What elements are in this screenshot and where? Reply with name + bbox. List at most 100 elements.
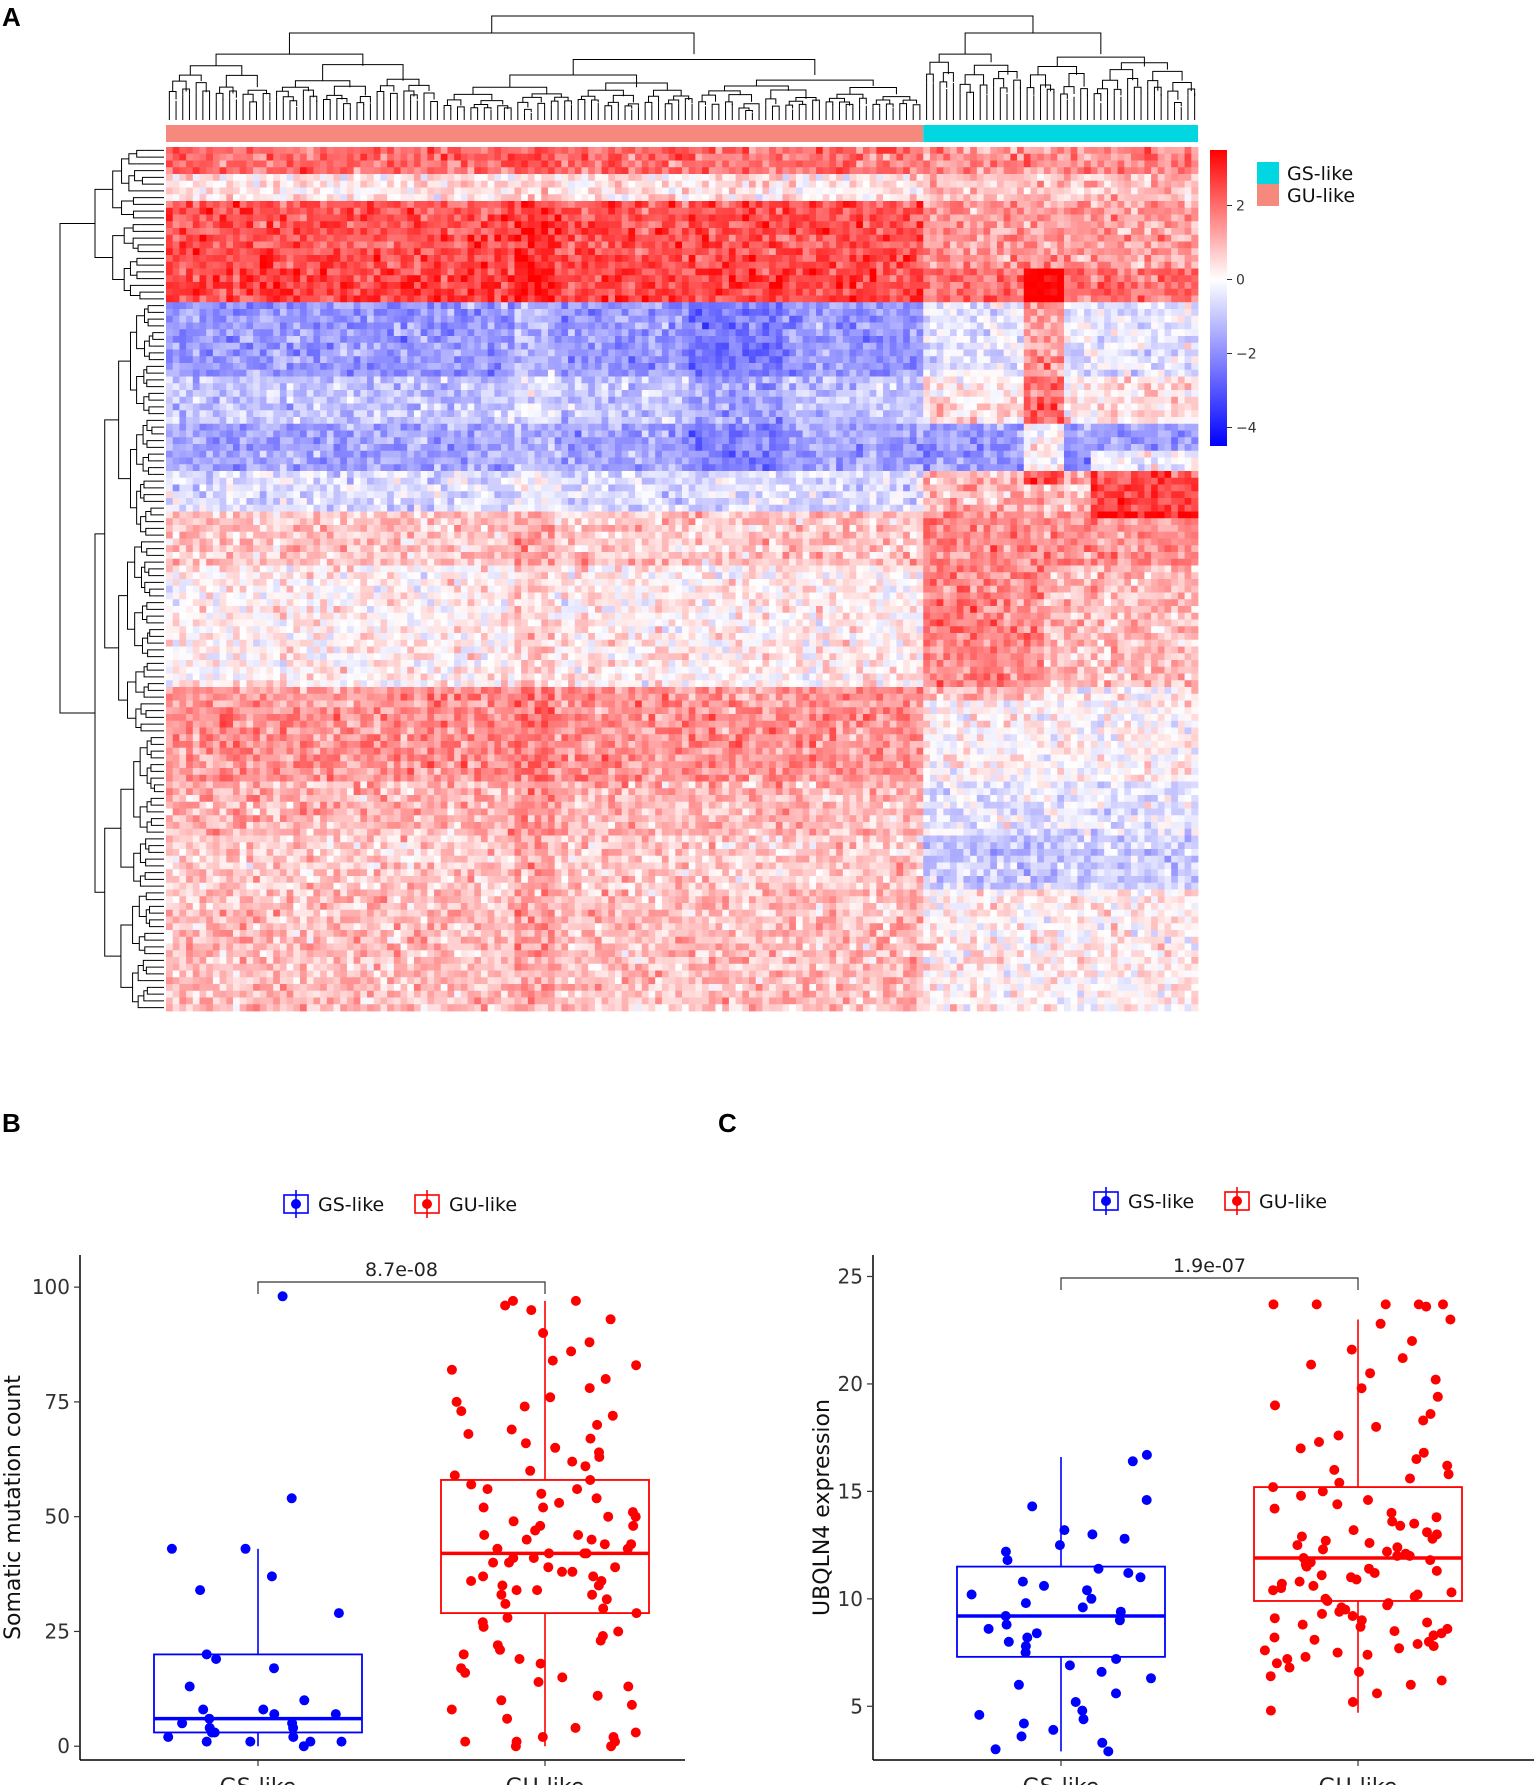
heatmap-cell bbox=[655, 174, 663, 182]
heatmap-cell bbox=[534, 167, 542, 175]
heatmap-cell bbox=[936, 255, 944, 263]
heatmap-cell bbox=[862, 234, 871, 242]
heatmap-cell bbox=[514, 167, 522, 175]
heatmap-cell bbox=[735, 261, 743, 269]
heatmap-cell bbox=[420, 302, 428, 310]
heatmap-cell bbox=[219, 180, 227, 188]
heatmap-cell bbox=[494, 234, 502, 242]
heatmap-cell bbox=[554, 241, 562, 249]
heatmap-cell bbox=[1117, 187, 1125, 195]
heatmap-cell bbox=[400, 241, 408, 249]
heatmap-cell bbox=[1077, 180, 1085, 188]
heatmap-cell bbox=[1157, 302, 1165, 310]
heatmap-cell bbox=[206, 268, 214, 276]
heatmap-cell bbox=[936, 241, 944, 249]
heatmap-cell bbox=[608, 214, 616, 222]
heatmap-cell bbox=[507, 329, 515, 337]
dendrogram-branch bbox=[572, 58, 816, 76]
heatmap-cell bbox=[829, 268, 837, 276]
heatmap-cell bbox=[454, 241, 462, 249]
heatmap-cell bbox=[420, 207, 428, 215]
heatmap-cell bbox=[702, 180, 710, 188]
heatmap-cell bbox=[802, 302, 810, 310]
heatmap-cell bbox=[1057, 221, 1065, 229]
heatmap-cell bbox=[1023, 201, 1031, 209]
heatmap-cell bbox=[755, 174, 763, 182]
heatmap-cell bbox=[253, 234, 261, 242]
heatmap-cell bbox=[849, 214, 857, 222]
heatmap-cell bbox=[226, 322, 234, 330]
heatmap-cell bbox=[822, 228, 830, 236]
heatmap-cell bbox=[1137, 315, 1145, 323]
heatmap-cell bbox=[728, 201, 737, 209]
heatmap-cell bbox=[1010, 201, 1018, 209]
dendrogram-branch bbox=[141, 605, 147, 620]
heatmap-cell bbox=[1090, 153, 1098, 161]
dendrogram-branch bbox=[146, 986, 152, 995]
heatmap-cells bbox=[166, 147, 1199, 1012]
dendrogram-branch bbox=[139, 806, 148, 828]
heatmap-cell bbox=[186, 268, 194, 276]
heatmap-cell bbox=[186, 255, 194, 263]
heatmap-cell bbox=[246, 268, 254, 276]
heatmap-cell bbox=[1003, 167, 1011, 175]
heatmap-cell bbox=[407, 174, 415, 182]
heatmap-cell bbox=[313, 282, 321, 290]
heatmap-cell bbox=[883, 221, 891, 229]
heatmap-cell bbox=[809, 329, 817, 337]
heatmap-cell bbox=[581, 228, 589, 236]
heatmap-cell bbox=[1077, 187, 1085, 195]
heatmap-cell bbox=[856, 329, 864, 337]
heatmap-cell bbox=[239, 180, 247, 188]
heatmap-cell bbox=[782, 228, 790, 236]
heatmap-cell bbox=[715, 336, 723, 344]
heatmap-cell bbox=[1104, 329, 1112, 337]
heatmap-cell bbox=[206, 153, 214, 161]
heatmap-cell bbox=[427, 201, 435, 209]
dendrogram-branch bbox=[144, 932, 150, 941]
heatmap-cell bbox=[1084, 261, 1092, 269]
dendrogram-branch bbox=[150, 818, 155, 826]
heatmap-cell bbox=[507, 201, 515, 209]
heatmap-cell bbox=[1104, 255, 1112, 263]
dendrogram-branch bbox=[973, 64, 1009, 75]
heatmap-cell bbox=[990, 160, 998, 168]
heatmap-cell bbox=[1144, 214, 1152, 222]
heatmap-cell bbox=[903, 295, 911, 303]
heatmap-cell bbox=[856, 336, 864, 344]
heatmap-cell bbox=[1104, 221, 1112, 229]
heatmap-cell bbox=[628, 275, 636, 283]
heatmap-cell bbox=[668, 160, 676, 168]
heatmap-cell bbox=[387, 228, 395, 236]
heatmap-cell bbox=[166, 268, 174, 276]
heatmap-cell bbox=[1030, 275, 1038, 283]
heatmap-cell bbox=[574, 255, 582, 263]
heatmap-cell bbox=[460, 214, 468, 222]
heatmap-cell bbox=[367, 275, 375, 283]
heatmap-cell bbox=[1097, 329, 1105, 337]
heatmap-cell bbox=[909, 248, 917, 256]
heatmap-cell bbox=[795, 241, 804, 249]
heatmap-cell bbox=[460, 302, 468, 310]
heatmap-cell bbox=[862, 255, 871, 263]
heatmap-cell bbox=[166, 174, 174, 182]
heatmap-cell bbox=[407, 187, 415, 195]
heatmap-cell bbox=[682, 194, 690, 202]
heatmap-cell bbox=[373, 275, 381, 283]
heatmap-cell bbox=[407, 221, 415, 229]
heatmap-cell bbox=[996, 309, 1005, 317]
heatmap-cell bbox=[212, 322, 221, 330]
dendrogram-branch bbox=[1029, 74, 1047, 88]
heatmap-cell bbox=[742, 309, 750, 317]
heatmap-cell bbox=[246, 315, 254, 323]
heatmap-cell bbox=[862, 288, 871, 296]
heatmap-cell bbox=[226, 275, 234, 283]
heatmap-cell bbox=[273, 153, 281, 161]
heatmap-cell bbox=[956, 207, 964, 215]
heatmap-cell bbox=[655, 315, 663, 323]
heatmap-cell bbox=[487, 268, 495, 276]
heatmap-cell bbox=[1191, 207, 1199, 215]
heatmap-cell bbox=[936, 228, 944, 236]
heatmap-cell bbox=[641, 288, 649, 296]
heatmap-cell bbox=[192, 255, 200, 263]
